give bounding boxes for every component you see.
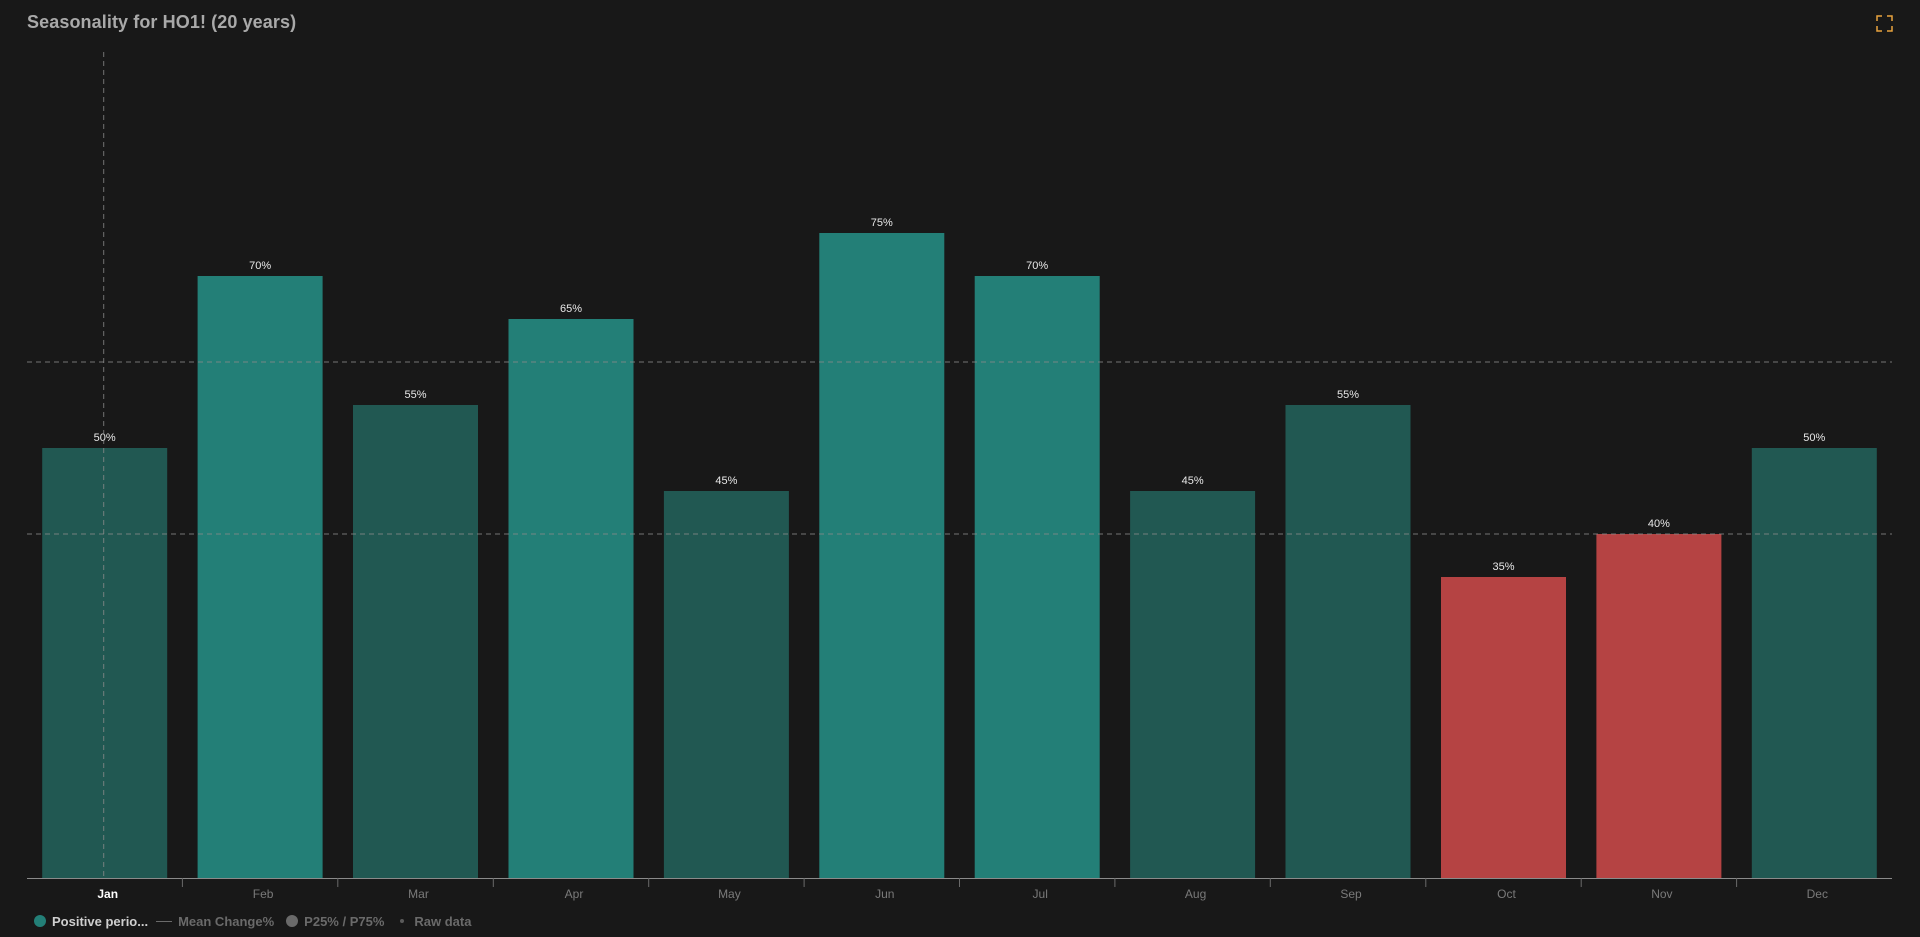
bar-mar	[353, 405, 478, 878]
fullscreen-icon[interactable]	[1876, 15, 1893, 32]
value-label-apr: 65%	[560, 303, 582, 315]
bar-sep	[1285, 405, 1411, 878]
value-label-jan: 50%	[94, 432, 116, 444]
legend-mean-change[interactable]: Mean Change%	[156, 914, 274, 929]
bar-dec	[1751, 448, 1877, 878]
x-tick-label-sep: Sep	[1340, 887, 1362, 901]
bar-aug	[1130, 491, 1256, 878]
legend-positive-periods-label: Positive perio...	[52, 913, 149, 929]
bar-may	[663, 491, 789, 878]
chart-legend: Positive perio... Mean Change% P25% / P7…	[34, 911, 483, 931]
value-label-jul: 70%	[1026, 260, 1048, 272]
legend-raw-data[interactable]: Raw data	[396, 914, 471, 929]
percentile-dot-icon	[286, 915, 299, 927]
legend-positive-periods[interactable]: Positive perio...	[34, 914, 148, 929]
x-tick-label-oct: Oct	[1497, 887, 1516, 901]
value-label-feb: 70%	[249, 260, 271, 272]
bar-nov	[1596, 534, 1722, 878]
value-label-sep: 55%	[1337, 389, 1359, 401]
bar-feb	[197, 276, 323, 878]
legend-percentile-label: P25% / P75%	[304, 913, 385, 929]
x-tick-label-dec: Dec	[1807, 887, 1828, 901]
x-tick-label-jan: Jan	[97, 887, 118, 901]
x-tick-label-mar: Mar	[408, 887, 429, 901]
legend-raw-data-label: Raw data	[414, 913, 472, 929]
chart-title: Seasonality for HO1! (20 years)	[27, 12, 297, 32]
legend-percentile[interactable]: P25% / P75%	[286, 914, 384, 929]
x-tick-label-nov: Nov	[1651, 887, 1672, 901]
bar-jan	[42, 448, 168, 878]
value-label-mar: 55%	[404, 389, 426, 401]
mean-change-line-icon	[156, 920, 173, 922]
x-tick-label-aug: Aug	[1185, 887, 1206, 901]
raw-data-dot-icon	[400, 919, 405, 923]
value-label-aug: 45%	[1182, 475, 1204, 487]
x-tick-label-apr: Apr	[565, 887, 584, 901]
bar-jul	[974, 276, 1100, 878]
legend-mean-change-label: Mean Change%	[178, 913, 275, 929]
bar-apr	[508, 319, 634, 878]
value-label-dec: 50%	[1803, 432, 1825, 444]
value-label-oct: 35%	[1492, 561, 1514, 573]
x-tick-label-feb: Feb	[253, 887, 274, 901]
value-label-nov: 40%	[1648, 518, 1670, 530]
x-tick-label-jun: Jun	[875, 887, 894, 901]
bar-jun	[819, 233, 945, 878]
x-tick-label-jul: Jul	[1033, 887, 1048, 901]
value-label-may: 45%	[715, 475, 737, 487]
positive-periods-icon	[34, 915, 46, 927]
value-label-jun: 75%	[871, 217, 893, 229]
bar-oct	[1441, 577, 1566, 878]
x-tick-label-may: May	[718, 887, 741, 901]
